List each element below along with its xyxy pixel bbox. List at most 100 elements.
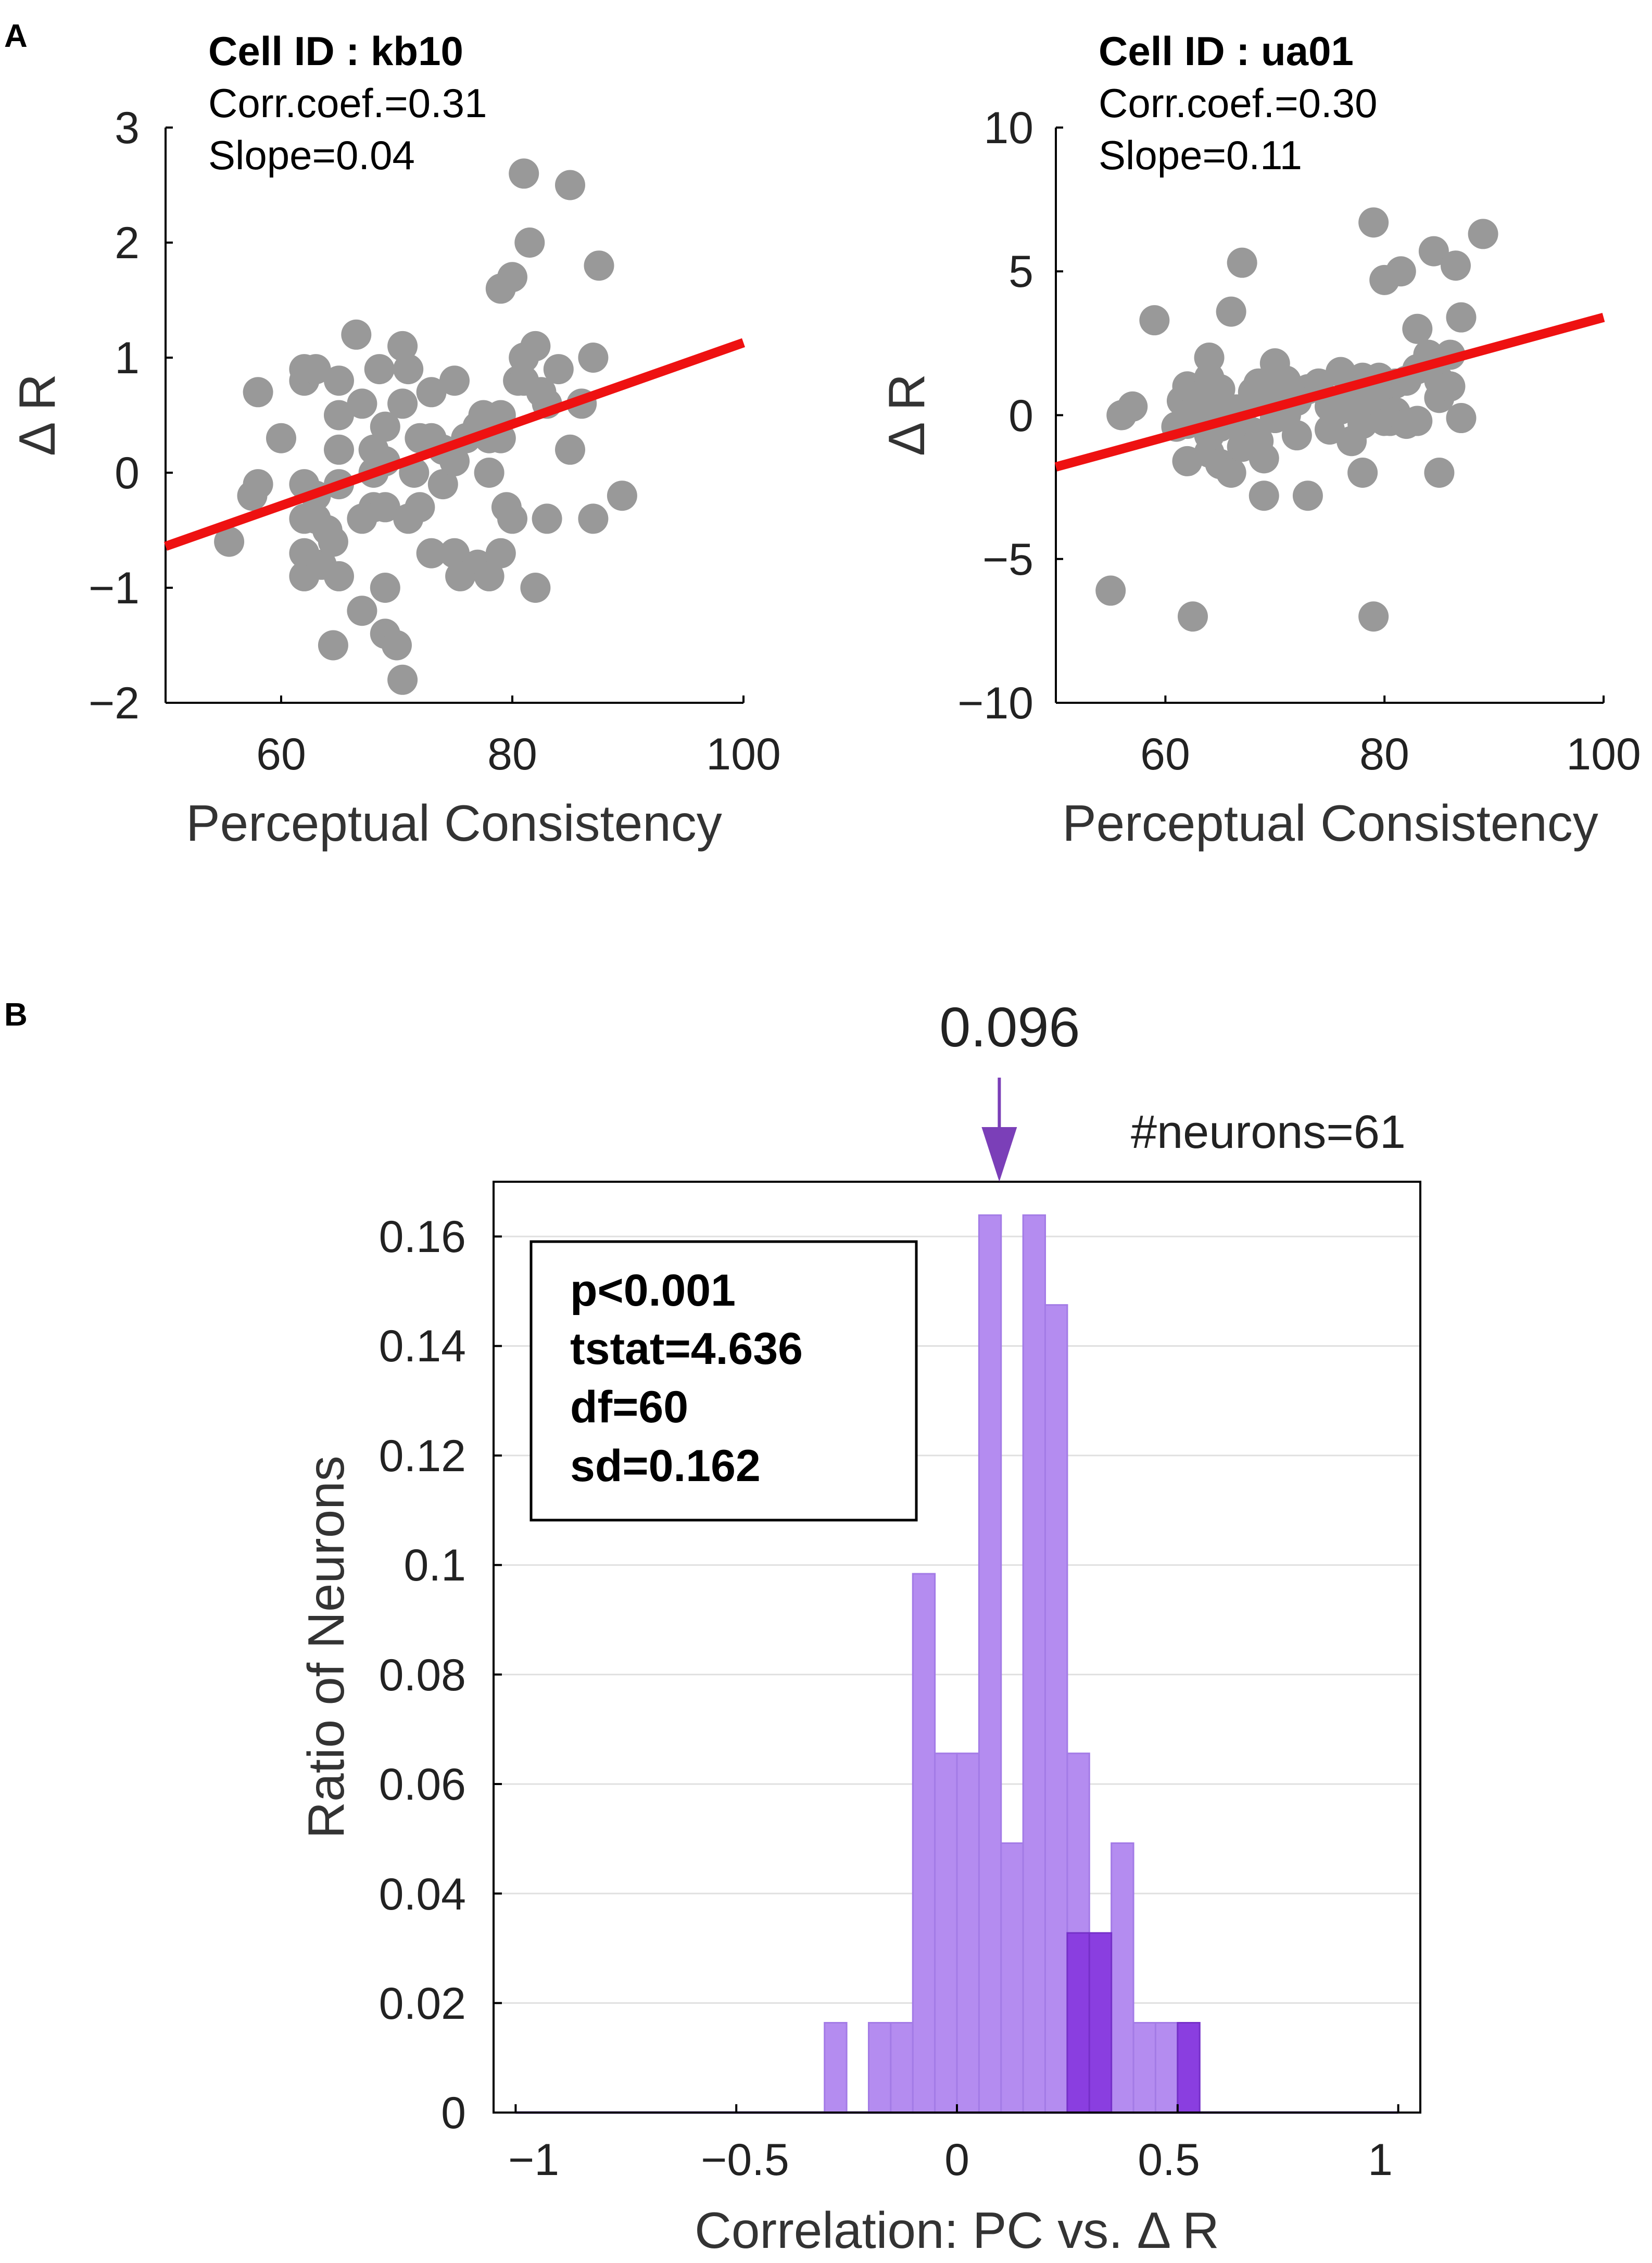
ua01-xtick-label: 80 <box>1359 729 1409 779</box>
kb10-scatter-point <box>324 400 354 431</box>
hist-bar <box>867 2022 892 2114</box>
kb10-scatter-point <box>520 573 551 603</box>
ua01-scatter-point <box>1292 481 1323 511</box>
kb10-ytick-label: −2 <box>89 678 140 728</box>
ua01-y-axis-label: Δ R <box>878 374 935 456</box>
kb10-scatter-point <box>214 526 245 557</box>
kb10-scatter-point <box>439 538 470 568</box>
kb10-xtick-label: 60 <box>256 729 306 779</box>
kb10-ytick-label: 1 <box>115 333 140 383</box>
kb10-scatter-point <box>514 227 545 258</box>
ua01-xtick-label: 100 <box>1566 729 1641 779</box>
kb10-scatter-point <box>266 423 296 453</box>
kb10-scatter-point <box>393 354 424 385</box>
ua01-x-axis-label: Perceptual Consistency <box>1062 794 1598 852</box>
kb10-scatter-point <box>584 250 614 281</box>
ua01-scatter-point <box>1402 313 1433 344</box>
ua01-scatter-point <box>1117 391 1148 422</box>
kb10-scatter-point <box>382 630 412 661</box>
kb10-scatter-point <box>474 561 505 591</box>
hist-bar <box>912 1573 936 2114</box>
ua01-scatter-point <box>1358 207 1389 238</box>
hist-xtick-label: −1 <box>508 2135 559 2185</box>
hist-bar <box>978 1214 1002 2114</box>
hist-ytick-label: 0.12 <box>379 1431 466 1481</box>
hist-bar <box>1000 1842 1024 2114</box>
scatter-ua01: 10 5 0 −5 −10 60 80 100 Perceptual Consi… <box>878 28 1641 852</box>
kb10-scatter-point <box>416 538 447 568</box>
kb10-scatter-point <box>427 469 458 500</box>
hist-ytick-label: 0.04 <box>379 1869 466 1919</box>
hist-ytick-label: 0.08 <box>379 1650 466 1700</box>
ua01-scatter-point <box>1440 250 1471 281</box>
hist-y-axis-label: Ratio of Neurons <box>297 1456 355 1838</box>
kb10-scatter-point <box>370 573 400 603</box>
hist-bars <box>515 1214 1398 2114</box>
hist-bar <box>890 2022 914 2114</box>
kb10-scatter-point <box>318 630 348 661</box>
ua01-ytick-label: 0 <box>1008 391 1033 441</box>
kb10-scatter-point <box>509 158 539 189</box>
kb10-scatter-point <box>324 561 354 591</box>
ua01-ytick-label: 10 <box>983 103 1033 153</box>
stat-df: df=60 <box>570 1382 688 1432</box>
hist-ytick-label: 0.1 <box>403 1540 466 1590</box>
kb10-scatter-point <box>405 492 435 523</box>
ua01-scatter-point <box>1402 406 1433 436</box>
kb10-scatter-point <box>347 596 377 626</box>
hist-x-axis-label: Correlation: PC vs. Δ R <box>695 2202 1219 2259</box>
kb10-scatter-point <box>387 664 418 695</box>
kb10-scatter-point <box>532 503 562 534</box>
ua01-marks <box>1054 127 1605 704</box>
ua01-scatter-point <box>1216 296 1246 327</box>
kb10-scatter-point <box>555 434 585 465</box>
kb10-slope-annotation: Slope=0.04 <box>208 132 415 178</box>
panel-label-b: B <box>4 997 28 1033</box>
hist-ytick-label: 0 <box>441 2088 466 2138</box>
hist-bar <box>1022 1214 1046 2114</box>
ua01-title: Cell ID : ua01 <box>1099 28 1354 74</box>
hist-xtick-label: 1 <box>1368 2135 1393 2185</box>
hist-bar-significant <box>1088 1932 1113 2114</box>
hist-bar <box>1154 2022 1179 2114</box>
hist-xtick-label: 0.5 <box>1138 2135 1200 2185</box>
ua01-scatter-point <box>1249 443 1279 474</box>
kb10-scatter-point <box>387 331 418 361</box>
hist-xtick-label: −0.5 <box>701 2135 789 2185</box>
kb10-ytick-label: 2 <box>115 218 140 268</box>
ua01-scatter-point <box>1216 458 1246 488</box>
hist-ytick-label: 0.16 <box>379 1212 466 1262</box>
ua01-scatter-point <box>1418 236 1449 267</box>
stat-sd: sd=0.162 <box>570 1441 761 1491</box>
ua01-scatter-point <box>1446 403 1477 434</box>
ua01-scatter-point <box>1249 481 1279 511</box>
ua01-xtick-label: 60 <box>1140 729 1190 779</box>
hist-bar <box>1132 2022 1156 2114</box>
ua01-scatter-point <box>1385 256 1416 287</box>
ua01-slope-annotation: Slope=0.11 <box>1099 132 1302 178</box>
ua01-ytick-label: −5 <box>982 535 1033 585</box>
hist-bar <box>1111 1842 1134 2114</box>
ua01-scatter-point <box>1281 420 1312 451</box>
kb10-x-axis-label: Perceptual Consistency <box>186 794 722 852</box>
kb10-scatter-point <box>370 492 400 523</box>
ua01-scatter-point <box>1139 305 1170 336</box>
kb10-scatter-point <box>370 411 400 442</box>
kb10-ytick-label: 0 <box>115 448 140 498</box>
ua01-scatter-point <box>1095 575 1126 606</box>
ua01-scatter-point <box>1178 601 1208 632</box>
kb10-scatter-point <box>243 377 273 408</box>
ua01-scatter-point <box>1435 371 1466 402</box>
ua01-corr-annotation: Corr.coef.=0.30 <box>1099 80 1378 126</box>
kb10-scatter-point <box>520 331 551 361</box>
mean-value-label: 0.096 <box>939 995 1080 1058</box>
kb10-scatter-point <box>387 388 418 419</box>
ua01-scatter-point <box>1446 302 1477 333</box>
ua01-fit-line <box>1054 312 1605 472</box>
kb10-scatter-point <box>347 388 377 419</box>
hist-xtick-label: 0 <box>944 2135 969 2185</box>
kb10-fit-line <box>164 338 745 551</box>
ua01-scatter-point <box>1205 374 1235 404</box>
kb10-scatter-point <box>364 354 395 385</box>
